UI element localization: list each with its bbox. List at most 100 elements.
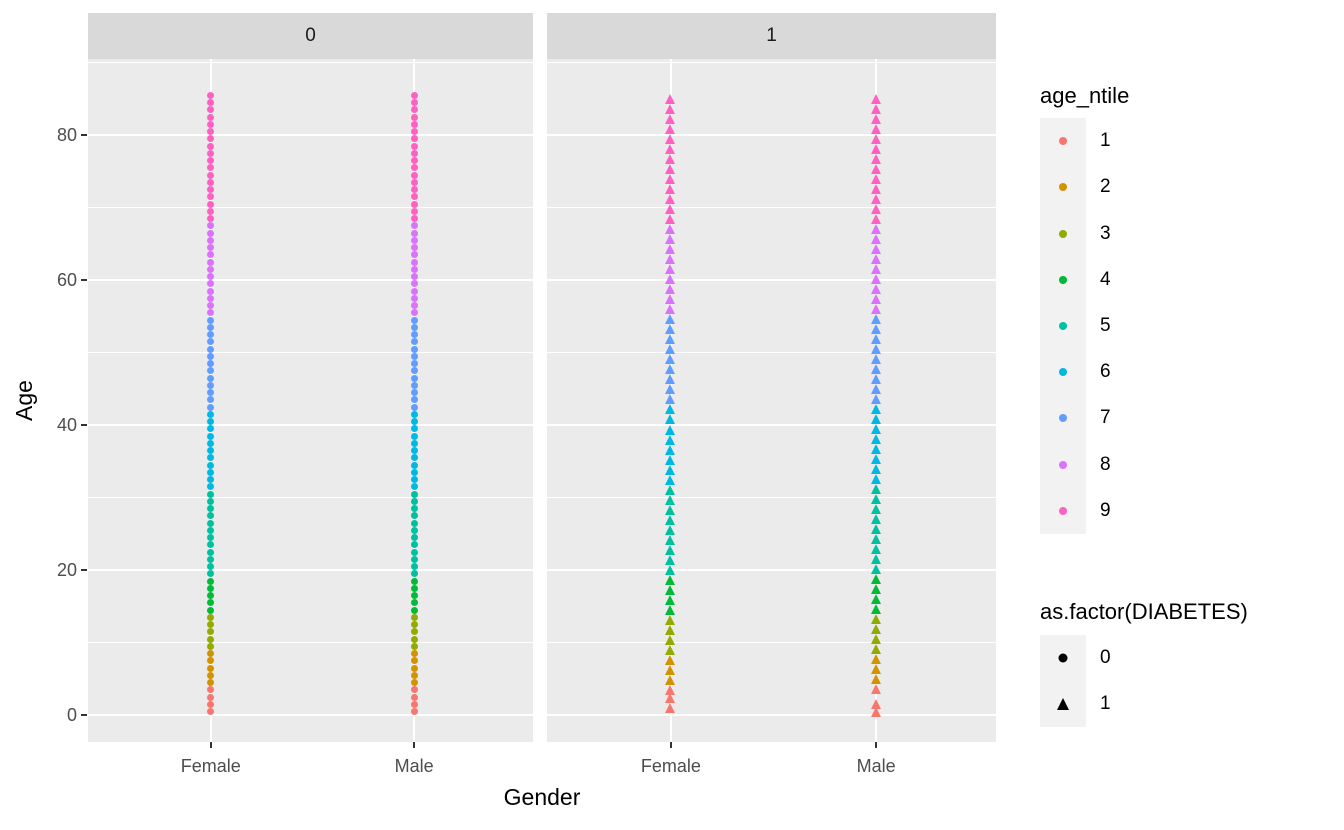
- data-point: [207, 273, 215, 281]
- legend-key-dot: [1059, 460, 1067, 469]
- data-point: [870, 513, 881, 524]
- data-point: [410, 454, 418, 462]
- data-point: [410, 128, 418, 135]
- data-point: [870, 443, 881, 454]
- data-point: [870, 133, 881, 144]
- gridline-major: [88, 714, 533, 717]
- x-tick-label: Female: [180, 756, 241, 776]
- legend-color-title: age_ntile: [1040, 83, 1130, 108]
- data-point: [870, 654, 881, 665]
- data-point: [410, 403, 418, 411]
- data-point: [665, 494, 676, 505]
- data-point: [665, 264, 676, 275]
- data-point: [410, 374, 418, 382]
- data-point: [665, 314, 676, 325]
- data-point: [410, 555, 418, 563]
- data-point: [870, 303, 881, 314]
- data-point: [207, 563, 215, 571]
- data-point: [207, 541, 215, 549]
- data-point: [665, 124, 676, 135]
- data-point: [207, 403, 215, 411]
- data-point: [207, 381, 215, 389]
- data-point: [665, 104, 676, 115]
- data-point: [207, 200, 215, 208]
- data-point: [870, 333, 881, 344]
- data-point: [207, 548, 215, 556]
- data-point: [207, 686, 215, 694]
- data-point: [410, 316, 418, 324]
- data-point: [410, 671, 418, 679]
- data-point: [870, 233, 881, 244]
- x-tick-label: Male: [394, 756, 434, 776]
- data-point: [410, 563, 418, 571]
- data-point: [665, 184, 676, 195]
- data-point: [207, 302, 215, 310]
- legend-key-dot: [1059, 137, 1067, 146]
- data-point: [207, 584, 215, 592]
- facet-strip-1: 1: [547, 13, 996, 59]
- legend-shape-title: as.factor(DIABETES): [1040, 599, 1248, 624]
- gridline-major: [547, 279, 996, 282]
- data-point: [410, 302, 418, 310]
- data-point: [410, 606, 418, 614]
- data-point: [207, 606, 215, 614]
- data-point: [870, 223, 881, 234]
- data-point: [207, 635, 215, 643]
- legend-entry-label: 9: [1100, 499, 1111, 521]
- data-point: [410, 178, 418, 186]
- data-point: [410, 541, 418, 549]
- data-point: [665, 664, 676, 675]
- data-point: [207, 679, 215, 687]
- data-point: [207, 483, 215, 491]
- data-point: [207, 120, 215, 128]
- data-point: [207, 432, 215, 440]
- data-point: [665, 693, 676, 704]
- facet-strip-0: 0: [88, 13, 533, 59]
- data-point: [410, 323, 418, 331]
- data-point: [870, 564, 881, 574]
- data-point: [207, 664, 215, 672]
- data-point: [665, 574, 676, 585]
- data-point: [207, 164, 215, 172]
- y-tick-mark: [81, 424, 87, 427]
- data-point: [207, 425, 215, 433]
- data-point: [410, 186, 418, 193]
- data-point: [410, 679, 418, 687]
- data-point: [665, 604, 676, 615]
- facet-strip-label: 1: [766, 25, 777, 46]
- data-point: [665, 414, 676, 425]
- data-point: [665, 374, 676, 385]
- data-point: [870, 163, 881, 174]
- data-point: [870, 684, 881, 695]
- legend-key-circle: [1058, 653, 1068, 663]
- data-point: [870, 644, 881, 655]
- data-point: [870, 243, 881, 254]
- data-point: [207, 555, 215, 563]
- legend-key-dot: [1059, 368, 1067, 377]
- data-point: [665, 274, 676, 285]
- y-tick-mark: [81, 134, 87, 137]
- data-point: [410, 200, 418, 208]
- data-point: [410, 273, 418, 281]
- legend-entry-label: 6: [1100, 361, 1111, 383]
- data-point: [207, 229, 215, 237]
- data-point: [870, 543, 881, 554]
- x-tick-label: Male: [856, 756, 896, 776]
- data-point: [665, 504, 676, 515]
- data-point: [207, 149, 215, 157]
- legend-key-dot: [1059, 414, 1067, 423]
- x-axis-title: Gender: [503, 784, 581, 810]
- data-point: [410, 338, 418, 346]
- data-point: [207, 534, 215, 542]
- data-point: [870, 143, 881, 154]
- data-point: [410, 265, 418, 273]
- data-point: [870, 614, 881, 625]
- data-point: [207, 461, 215, 469]
- data-point: [410, 642, 418, 650]
- legend-key-dot: [1059, 321, 1067, 330]
- data-point: [207, 251, 215, 259]
- gridline-minor: [547, 207, 996, 209]
- data-point: [207, 186, 215, 193]
- data-point: [870, 393, 881, 404]
- data-point: [410, 693, 418, 701]
